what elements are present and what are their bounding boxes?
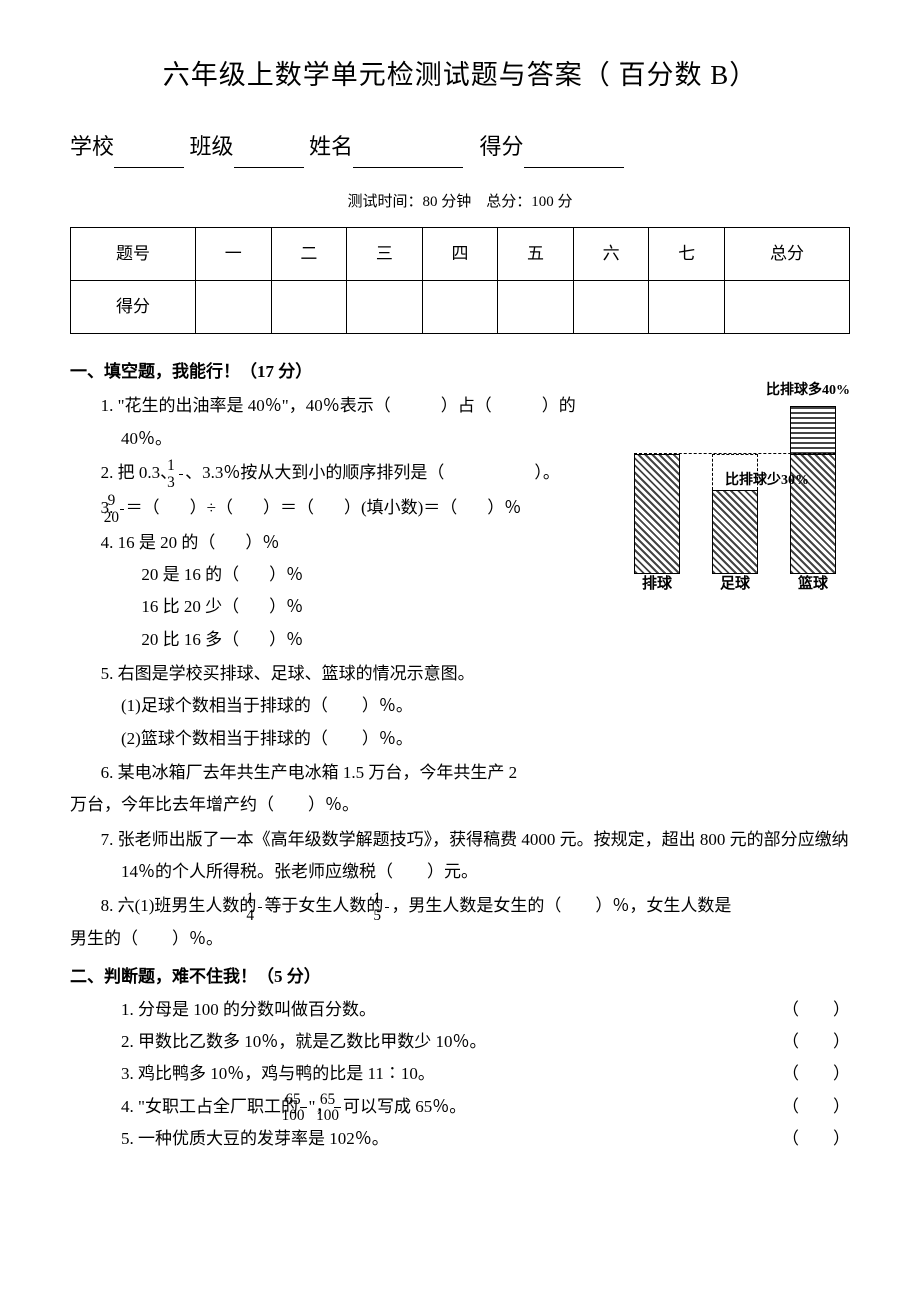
name-label: 姓名 <box>309 134 353 159</box>
q3-d: ）(填小数)＝（ <box>344 498 457 517</box>
score-label: 得分 <box>480 134 524 159</box>
q8-line2: 男生的（ ）％。 <box>70 923 850 955</box>
chart-note-mid: 比排球少30% <box>725 468 809 495</box>
q3-e: ）％ <box>487 498 521 517</box>
score-header-cell: 一 <box>195 227 271 280</box>
tf-item-3: 3. 鸡比鸭多 10％，鸡与鸭的比是 11∶10。 （ ） <box>70 1058 850 1090</box>
football-bar <box>712 490 758 574</box>
score-cell <box>498 280 574 333</box>
q7: 7. 张老师出版了一本《高年级数学解题技巧》，获得稿费 4000 元。按规定，超… <box>70 824 850 889</box>
q1-pre: 1. "花生的出油率是 40％"，40％表示（ <box>101 396 391 415</box>
q2-post: ）。 <box>534 463 560 482</box>
chart-note-top: 比排球多40% <box>766 378 850 405</box>
basketball-extra-segment <box>790 406 836 454</box>
tf5-paren: （ ） <box>762 1123 850 1155</box>
section2-heading: 二、判断题，难不住我！（5 分） <box>70 961 850 993</box>
tf4-pre: 4. "女职工占全厂职工的 <box>121 1097 298 1116</box>
test-info: 测试时间：80 分钟 总分：100 分 <box>70 188 850 217</box>
q3-a: ＝（ <box>126 498 160 517</box>
q4-l1a: 4. 16 是 20 的（ <box>101 533 216 552</box>
q4-l2a: 20 是 16 的（ <box>141 565 239 584</box>
q4-l1b: ）％ <box>245 533 279 552</box>
q5-sub1: (1)足球个数相当于排球的（ ）％。 <box>70 690 850 722</box>
q8-line1: 8. 六(1)班男生人数的14等于女生人数的15，男生人数是女生的（ ）％，女生… <box>70 890 850 923</box>
q4-l4b: ）％ <box>269 630 303 649</box>
tf4-post: 可以写成 65％。 <box>343 1097 466 1116</box>
volleyball-bar <box>634 454 680 574</box>
score-header-cell: 七 <box>649 227 725 280</box>
score-header-cell: 六 <box>573 227 649 280</box>
guide-line-top <box>634 453 836 454</box>
tf2-paren: （ ） <box>762 1026 850 1058</box>
score-header-cell: 三 <box>347 227 423 280</box>
score-cell <box>573 280 649 333</box>
score-header-cell: 四 <box>422 227 498 280</box>
class-blank <box>234 142 304 168</box>
tf4-text: 4. "女职工占全厂职工的65100"，65100可以写成 65％。 <box>121 1091 762 1124</box>
q1-mid: ）占（ <box>441 396 492 415</box>
tf3-paren: （ ） <box>762 1058 850 1090</box>
q3-fraction: 920 <box>120 493 124 525</box>
q4-line4: 20 比 16 多（ ）％ <box>70 624 850 656</box>
q8-fraction1: 14 <box>258 891 262 923</box>
q8-pre: 8. 六(1)班男生人数的 <box>101 896 257 915</box>
label-volleyball: 排球 <box>634 570 680 599</box>
score-cell <box>422 280 498 333</box>
page-title: 六年级上数学单元检测试题与答案（ 百分数 B） <box>70 50 850 101</box>
label-basketball: 篮球 <box>790 570 836 599</box>
q2-fraction: 13 <box>179 458 183 490</box>
score-cell <box>347 280 423 333</box>
q2-mid: 、3.3％按从大到小的顺序排列是（ <box>185 463 444 482</box>
q4-l2b: ）％ <box>269 565 303 584</box>
tf-item-1: 1. 分母是 100 的分数叫做百分数。 （ ） <box>70 994 850 1026</box>
score-table-header-row: 题号 一 二 三 四 五 六 七 总分 <box>71 227 850 280</box>
q4-l4a: 20 比 16 多（ <box>141 630 239 649</box>
score-header-cell: 五 <box>498 227 574 280</box>
q2-pre: 2. 把 0.3、 <box>101 463 178 482</box>
school-blank <box>114 142 184 168</box>
student-info-line: 学校 班级 姓名 得分 <box>70 126 850 168</box>
q3-b: ）÷（ <box>190 498 233 517</box>
tf1-paren: （ ） <box>762 994 850 1026</box>
q6-line2: 万台，今年比去年增产约（ ）％。 <box>70 789 850 821</box>
tf-item-5: 5. 一种优质大豆的发芽率是 102％。 （ ） <box>70 1123 850 1155</box>
q8-mid2: ，男生人数是女生的（ ）％，女生人数是 <box>391 896 731 915</box>
tf-item-2: 2. 甲数比乙数多 10％，就是乙数比甲数少 10％。 （ ） <box>70 1026 850 1058</box>
score-header-cell: 二 <box>271 227 347 280</box>
score-cell <box>649 280 725 333</box>
score-table: 题号 一 二 三 四 五 六 七 总分 得分 <box>70 227 850 335</box>
tf3-text: 3. 鸡比鸭多 10％，鸡与鸭的比是 11∶10。 <box>121 1058 762 1090</box>
q4-l3b: ）％ <box>269 597 303 616</box>
q4-l3a: 16 比 20 少（ <box>141 597 239 616</box>
q5-stem: 5. 右图是学校买排球、足球、篮球的情况示意图。 <box>70 658 850 690</box>
name-blank <box>353 142 463 168</box>
score-header-cell: 题号 <box>71 227 196 280</box>
q8-mid1: 等于女生人数的 <box>264 896 383 915</box>
score-header-cell: 总分 <box>724 227 849 280</box>
tf4-paren: （ ） <box>762 1091 850 1123</box>
score-cell <box>271 280 347 333</box>
tf4-fraction2: 65100 <box>334 1092 341 1124</box>
score-cell <box>195 280 271 333</box>
tf2-text: 2. 甲数比乙数多 10％，就是乙数比甲数少 10％。 <box>121 1026 762 1058</box>
tf5-text: 5. 一种优质大豆的发芽率是 102％。 <box>121 1123 762 1155</box>
score-table-input-row: 得分 <box>71 280 850 333</box>
ball-chart: 比排球多40% 比排球少30% 排球 足球 篮球 <box>620 378 850 598</box>
q3-c: ）＝（ <box>263 498 314 517</box>
q5-sub2: (2)篮球个数相当于排球的（ ）％。 <box>70 723 850 755</box>
score-blank <box>524 142 624 168</box>
tf1-text: 1. 分母是 100 的分数叫做百分数。 <box>121 994 762 1026</box>
score-cell <box>724 280 849 333</box>
q6-line1: 6. 某电冰箱厂去年共生产电冰箱 1.5 万台，今年共生产 2 <box>70 757 850 789</box>
school-label: 学校 <box>70 134 114 159</box>
tf4-fraction1: 65100 <box>300 1092 307 1124</box>
score-row-label: 得分 <box>71 280 196 333</box>
label-football: 足球 <box>712 570 758 599</box>
q8-fraction2: 15 <box>385 891 389 923</box>
class-label: 班级 <box>190 134 234 159</box>
tf-item-4: 4. "女职工占全厂职工的65100"，65100可以写成 65％。 （ ） <box>70 1091 850 1124</box>
q7-text: 7. 张老师出版了一本《高年级数学解题技巧》，获得稿费 4000 元。按规定，超… <box>101 830 849 881</box>
